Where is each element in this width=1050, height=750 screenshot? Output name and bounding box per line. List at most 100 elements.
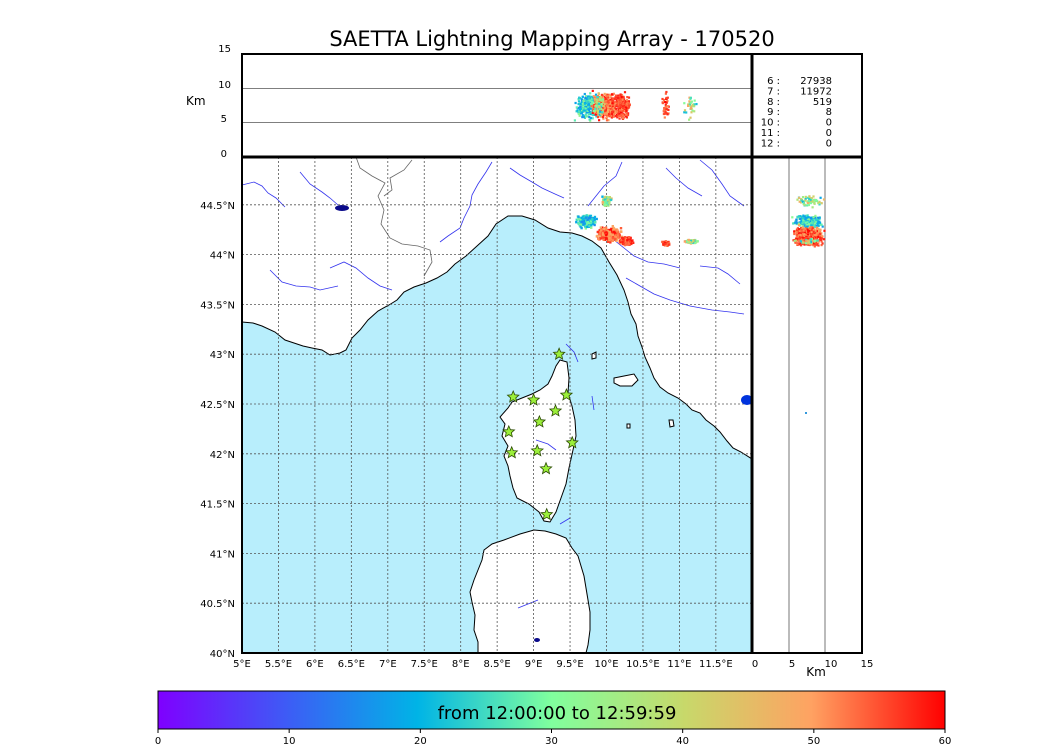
lightning-source-altitude: [664, 103, 667, 106]
side-tick-5: 5: [789, 659, 795, 670]
lightning-source-altitude: [607, 112, 611, 115]
lightning-source-side: [820, 237, 823, 240]
lightning-source: [610, 227, 613, 231]
lightning-source-altitude: [608, 104, 611, 107]
lightning-source-altitude: [584, 99, 587, 102]
lightning-source-side: [802, 229, 805, 232]
lightning-source-side: [799, 215, 802, 218]
lightning-source-altitude: [589, 103, 592, 106]
lightning-source-altitude: [598, 104, 601, 107]
lightning-source: [605, 236, 608, 239]
lightning-source-side: [814, 229, 817, 232]
lightning-source: [664, 242, 667, 246]
lightning-source-side: [813, 239, 817, 242]
lightning-source-side: [800, 200, 803, 203]
lightning-source-side: [805, 412, 807, 414]
lightning-source: [603, 229, 607, 232]
lightning-source: [594, 221, 597, 224]
lightning-source: [628, 238, 631, 241]
lon-label: 11°E: [667, 659, 691, 670]
lightning-source: [588, 216, 591, 219]
lightning-source: [623, 243, 627, 247]
lightning-source: [586, 218, 589, 221]
lightning-source-side: [807, 216, 810, 219]
side-tick-15: 15: [861, 659, 874, 670]
lightning-source-side: [806, 196, 809, 199]
lightning-source-altitude: [578, 107, 581, 110]
lightning-source: [626, 239, 629, 242]
lightning-source: [613, 235, 617, 238]
lightning-source-side: [791, 216, 794, 219]
lightning-source-altitude: [603, 92, 606, 95]
lightning-source-altitude: [620, 109, 623, 112]
lightning-source-altitude: [605, 114, 608, 117]
lightning-source-side: [808, 234, 811, 237]
lightning-source-altitude: [614, 96, 617, 99]
lightning-source: [614, 237, 617, 241]
lightning-source-side: [809, 221, 812, 224]
lightning-source-altitude: [610, 97, 613, 100]
lightning-source-side: [816, 227, 819, 230]
lightning-source-side: [820, 232, 823, 235]
lightning-source-altitude: [600, 114, 603, 117]
lightning-source-altitude: [606, 109, 609, 112]
lightning-source-altitude: [693, 103, 696, 106]
lightning-source-altitude: [596, 111, 599, 114]
lightning-source-side: [816, 232, 819, 235]
lightning-source: [589, 219, 593, 223]
lightning-source: [626, 243, 629, 246]
lightning-source-altitude: [619, 93, 622, 96]
lightning-source: [661, 240, 664, 244]
lightning-source-altitude: [595, 115, 598, 118]
lightning-source-side: [811, 243, 814, 246]
lightning-source-altitude: [619, 111, 622, 114]
lightning-source-altitude: [585, 98, 588, 102]
lightning-source-side: [810, 231, 813, 234]
lightning-source-side: [817, 233, 820, 237]
lightning-source-altitude: [587, 95, 590, 98]
lightning-source-altitude: [615, 105, 618, 108]
lightning-source-altitude: [622, 116, 625, 119]
lightning-source-altitude: [592, 104, 596, 107]
lightning-source: [613, 231, 617, 234]
lightning-source-side: [796, 198, 799, 201]
side-axis-label: Km: [806, 665, 826, 679]
lightning-source-altitude: [585, 104, 588, 107]
lightning-source-altitude: [609, 101, 612, 104]
lightning-source-altitude: [613, 108, 616, 111]
lightning-source-altitude: [689, 116, 692, 119]
lightning-source: [577, 215, 580, 218]
lightning-source-altitude: [688, 118, 691, 121]
lightning-source-altitude: [626, 101, 629, 104]
colorbar-tick-label: 0: [155, 736, 161, 747]
lightning-source-side: [800, 230, 803, 233]
lightning-source: [606, 198, 609, 202]
lightning-source-side: [816, 222, 820, 225]
lightning-source-altitude: [666, 113, 669, 116]
lightning-source-altitude: [590, 98, 593, 101]
lightning-source-side: [801, 223, 804, 226]
lightning-source: [596, 234, 599, 238]
lightning-source-side: [793, 232, 796, 236]
lightning-source-altitude: [666, 105, 669, 108]
altitude-lon-panel: 15 10 5 0 Km: [186, 44, 752, 160]
lightning-source-side: [795, 221, 798, 224]
lightning-source-side: [814, 238, 817, 241]
lightning-source-altitude: [664, 92, 667, 95]
lightning-source: [629, 240, 632, 244]
lightning-source: [590, 224, 593, 227]
station-marker: [526, 392, 541, 406]
lightning-source-side: [816, 240, 820, 243]
lightning-source-altitude: [594, 113, 597, 116]
lightning-source-side: [804, 216, 807, 219]
lightning-source-altitude: [621, 98, 624, 102]
lightning-source: [600, 232, 603, 235]
country-border: [355, 157, 433, 277]
lightning-source-side: [801, 236, 804, 239]
lightning-source-side: [798, 243, 801, 246]
lightning-source: [629, 236, 632, 240]
altitude-source-points: [573, 89, 698, 122]
lightning-source-side: [811, 232, 814, 235]
lightning-source-altitude: [663, 109, 666, 112]
lightning-source: [607, 240, 610, 243]
